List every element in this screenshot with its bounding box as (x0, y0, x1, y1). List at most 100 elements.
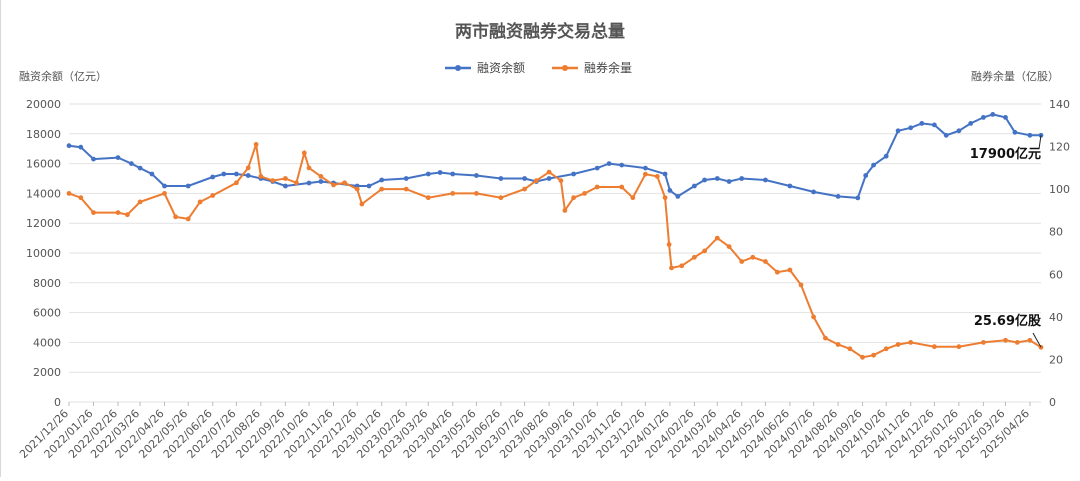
series-line (68, 113, 1041, 199)
data-point (283, 183, 288, 189)
data-point (245, 173, 251, 178)
chart-title: 两市融资融券交易总量 (455, 21, 625, 42)
data-point (301, 150, 307, 156)
data-point (78, 195, 84, 201)
data-point (855, 195, 861, 201)
data-point (474, 191, 479, 196)
data-point (956, 344, 962, 350)
right-tick-label: 20 (1049, 353, 1063, 366)
data-point (990, 112, 996, 117)
data-point (643, 165, 648, 171)
data-point (594, 165, 600, 171)
data-point (221, 171, 227, 177)
annotation-leader (1038, 135, 1042, 150)
data-point (798, 282, 804, 288)
series-layer (66, 112, 1044, 360)
data-point (714, 176, 720, 181)
data-point (115, 155, 121, 161)
data-point (234, 171, 239, 177)
data-point (379, 177, 385, 183)
data-point (739, 176, 745, 181)
data-point (78, 144, 84, 150)
data-point (692, 254, 697, 260)
data-point (811, 314, 816, 320)
annotation-leader (1032, 332, 1042, 348)
data-point (883, 153, 889, 159)
data-point (534, 178, 539, 184)
data-point (594, 184, 600, 190)
data-point (787, 183, 793, 189)
data-point (197, 199, 203, 205)
data-point (318, 174, 324, 179)
data-point (450, 191, 456, 196)
data-point (662, 171, 668, 177)
data-point (787, 267, 793, 273)
data-point (895, 342, 901, 347)
right-tick-label: 60 (1049, 268, 1063, 281)
left-tick-label: 14000 (26, 187, 61, 200)
left-tick-label: 18000 (26, 128, 61, 141)
left-tick-label: 0 (54, 396, 61, 409)
data-point (173, 214, 179, 220)
left-tick-label: 20000 (26, 98, 61, 111)
data-point (91, 156, 96, 162)
data-point (522, 176, 527, 181)
data-point (1027, 132, 1033, 138)
data-point (871, 352, 876, 358)
data-point (354, 186, 360, 192)
left-tick-label: 8000 (33, 277, 61, 290)
data-point (932, 122, 937, 128)
data-point (234, 180, 239, 186)
data-point (425, 195, 431, 201)
data-point (643, 171, 648, 177)
data-point (702, 248, 707, 254)
data-point (669, 265, 674, 271)
data-point (1027, 337, 1033, 343)
data-point (342, 180, 347, 186)
right-tick-label: 100 (1049, 183, 1070, 196)
data-point (863, 173, 869, 178)
data-point (582, 191, 587, 196)
data-point (981, 115, 986, 120)
right-tick-label: 140 (1049, 98, 1070, 111)
data-point (331, 182, 336, 188)
data-point (558, 178, 564, 184)
left-tick-label: 12000 (26, 217, 61, 230)
data-point (763, 177, 768, 183)
right-tick-label: 80 (1049, 226, 1063, 239)
data-point (66, 143, 72, 149)
data-point (210, 193, 216, 198)
data-point (306, 180, 312, 186)
data-point (498, 195, 504, 201)
data-point (919, 121, 925, 126)
data-point (366, 183, 372, 189)
legend-label: 融券余量 (584, 60, 632, 75)
data-point (774, 269, 780, 275)
legend: 融资余额 融券余量 (445, 60, 632, 75)
data-point (630, 195, 636, 201)
data-point (210, 174, 216, 180)
data-point (185, 183, 191, 189)
data-point (835, 342, 841, 347)
data-point (739, 259, 745, 264)
series-2 (66, 142, 1044, 360)
data-point (619, 162, 625, 168)
data-point (662, 195, 668, 201)
grid (69, 103, 1041, 403)
data-point (1012, 129, 1018, 135)
data-point (253, 142, 259, 147)
data-point (1014, 340, 1020, 345)
data-point (245, 165, 251, 171)
data-point (318, 179, 324, 184)
data-point (726, 179, 732, 184)
right-axis-title: 融券余量（亿股） (971, 69, 1059, 83)
data-point (149, 171, 155, 177)
left-tick-label: 16000 (26, 158, 61, 171)
data-point (258, 174, 264, 179)
data-point (137, 199, 143, 205)
right-tick-label: 120 (1049, 141, 1070, 154)
left-tick-label: 2000 (33, 366, 61, 379)
data-point (546, 176, 552, 181)
